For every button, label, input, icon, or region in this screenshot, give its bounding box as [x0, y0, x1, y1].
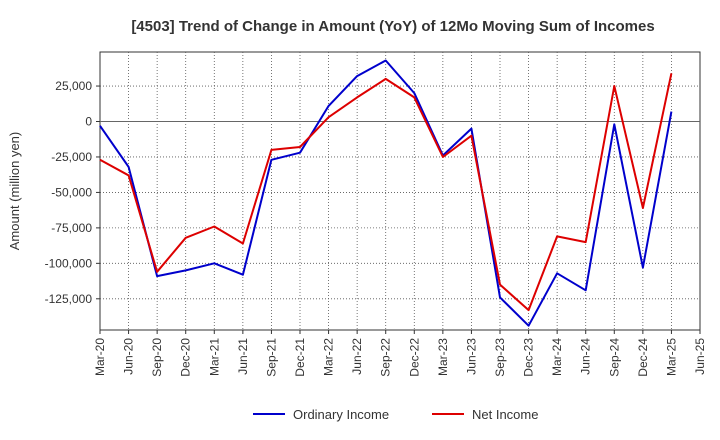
x-tick-label: Jun-20 — [122, 338, 136, 375]
x-tick-label: Jun-25 — [693, 338, 707, 375]
x-tick-label: Dec-20 — [179, 338, 193, 377]
legend: Ordinary Income Net Income — [253, 407, 538, 422]
y-gridlines — [100, 85, 700, 300]
x-tick-label: Mar-22 — [322, 338, 336, 376]
y-tick-label: -50,000 — [51, 185, 92, 199]
x-tick-label: Mar-20 — [93, 338, 107, 376]
x-tick-label: Jun-22 — [350, 338, 364, 375]
y-tick-label: -25,000 — [51, 150, 92, 164]
ordinary-income-line — [99, 59, 673, 327]
legend-label: Net Income — [472, 407, 538, 422]
y-axis-label: Amount (million yen) — [7, 132, 22, 251]
x-tick-label: Jun-21 — [236, 338, 250, 375]
net-income-line — [99, 73, 673, 312]
x-tick-label: Sep-21 — [264, 338, 278, 377]
x-tick-label: Mar-23 — [436, 338, 450, 376]
x-tick-label: Dec-24 — [636, 338, 650, 377]
series-lines — [99, 59, 673, 327]
x-tick-label: Dec-21 — [293, 338, 307, 377]
x-tick-label: Jun-23 — [464, 338, 478, 375]
x-tick-label: Mar-24 — [550, 338, 564, 376]
x-tick-label: Sep-24 — [607, 338, 621, 377]
y-tick-label: 25,000 — [55, 79, 92, 93]
x-tick-label: Sep-23 — [493, 338, 507, 377]
x-tick-label: Dec-23 — [522, 338, 536, 377]
x-tick-label: Mar-25 — [664, 338, 678, 376]
x-axis-ticks: Mar-20 Jun-20 Sep-20 Dec-20 Mar-21 Jun-21 Sep-… — [93, 330, 707, 377]
y-tick-label: 0 — [85, 115, 92, 129]
y-tick-label: -75,000 — [51, 221, 92, 235]
x-tick-label: Jun-24 — [579, 338, 593, 375]
legend-label: Ordinary Income — [293, 407, 389, 422]
y-tick-label: -100,000 — [45, 256, 93, 270]
plot-area — [99, 51, 701, 331]
y-tick-label: -125,000 — [45, 292, 93, 306]
x-gridlines — [128, 52, 672, 330]
x-tick-label: Sep-20 — [150, 338, 164, 377]
y-axis-ticks: 25,000 0 -25,000 -50,000 -75,000 -100,000 -125… — [45, 79, 100, 306]
x-tick-label: Dec-22 — [407, 338, 421, 377]
plot-frame — [99, 51, 701, 331]
chart-title: [4503] Trend of Change in Amount (YoY) o… — [131, 18, 654, 35]
x-tick-label: Sep-22 — [379, 338, 393, 377]
x-tick-label: Mar-21 — [207, 338, 221, 376]
